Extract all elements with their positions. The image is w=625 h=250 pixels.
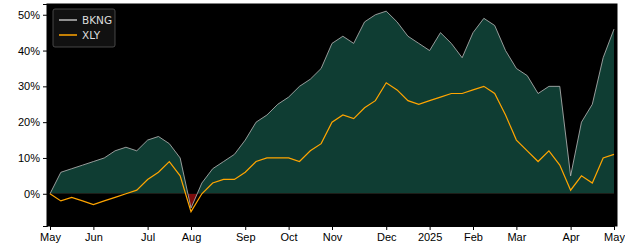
x-tick-mark xyxy=(473,226,474,230)
x-tick-mark xyxy=(50,226,51,230)
y-tick-label: 20% xyxy=(18,116,40,128)
y-tick-mark xyxy=(43,194,47,195)
x-tick: Apr xyxy=(563,226,580,243)
x-tick-label: Oct xyxy=(281,231,298,243)
x-tick: Oct xyxy=(281,226,298,243)
y-tick-mark xyxy=(43,51,47,52)
x-tick: Dec xyxy=(377,226,397,243)
y-tick-label: 50% xyxy=(18,9,40,21)
line xyxy=(50,83,614,212)
y-tick: 0% xyxy=(24,188,47,200)
y-tick: 20% xyxy=(18,116,47,128)
area-negative xyxy=(50,194,614,208)
y-tick-mark xyxy=(43,122,47,123)
chart: 0% 10% 20% 30% 40% 50% May Jun Jul Aug Sep Oct Nov De… xyxy=(0,0,625,250)
x-tick-mark xyxy=(332,226,333,230)
x-tick-mark xyxy=(93,226,94,230)
x-tick-mark xyxy=(430,226,431,230)
x-tick: Jul xyxy=(141,226,155,243)
x-tick-label: Jul xyxy=(141,231,155,243)
y-tick-label: 0% xyxy=(24,188,40,200)
legend: BKNG XLY xyxy=(53,9,115,47)
x-tick-label: May xyxy=(40,231,61,243)
marks xyxy=(50,11,614,212)
line xyxy=(50,11,614,208)
x-tick-label: Apr xyxy=(563,231,580,243)
y-tick-mark xyxy=(43,15,47,16)
x-tick-label: Nov xyxy=(323,231,343,243)
x-tick-label: 2025 xyxy=(418,231,442,243)
y-tick: 10% xyxy=(18,152,47,164)
x-axis-line xyxy=(51,227,615,231)
y-tick-mark xyxy=(43,158,47,159)
x-tick-mark xyxy=(148,226,149,230)
legend-swatch xyxy=(59,34,77,36)
x-tick-mark xyxy=(571,226,572,230)
x-tick: Mar xyxy=(507,226,526,243)
x-tick-label: Dec xyxy=(377,231,397,243)
x-tick-label: Mar xyxy=(507,231,526,243)
legend-box xyxy=(53,9,115,47)
y-tick-label: 40% xyxy=(18,45,40,57)
legend-swatch xyxy=(59,19,77,21)
plot-background xyxy=(47,4,617,226)
y-tick-mark xyxy=(43,86,47,87)
frame xyxy=(47,4,617,226)
x-tick-label: Sep xyxy=(236,231,256,243)
x-tick-mark xyxy=(245,226,246,230)
y-axis: 0% 10% 20% 30% 40% 50% xyxy=(18,5,48,227)
x-tick-label: Feb xyxy=(464,231,483,243)
x-tick-label: Jun xyxy=(85,231,103,243)
x-tick-mark xyxy=(289,226,290,230)
legend-label: BKNG xyxy=(82,14,112,26)
x-tick: May xyxy=(604,226,625,243)
x-tick-mark xyxy=(386,226,387,230)
y-axis-line xyxy=(43,5,48,227)
x-tick: May xyxy=(40,226,61,243)
x-tick: Feb xyxy=(464,226,483,243)
x-tick-label: Aug xyxy=(182,231,202,243)
x-tick: Aug xyxy=(182,226,202,243)
y-tick-label: 30% xyxy=(18,80,40,92)
legend-label: XLY xyxy=(82,29,101,41)
plot: 0% 10% 20% 30% 40% 50% May Jun Jul Aug Sep Oct Nov De… xyxy=(18,4,625,243)
y-tick: 50% xyxy=(18,9,47,21)
x-tick-mark xyxy=(191,226,192,230)
x-tick: 2025 xyxy=(418,226,442,243)
area-positive xyxy=(50,11,614,194)
y-tick: 30% xyxy=(18,80,47,92)
x-tick: Nov xyxy=(323,226,343,243)
x-tick-mark xyxy=(516,226,517,230)
y-tick: 40% xyxy=(18,45,47,57)
x-tick-label: May xyxy=(604,231,625,243)
x-tick: Sep xyxy=(236,226,256,243)
x-axis: May Jun Jul Aug Sep Oct Nov Dec 2025 Feb Mar Apr May xyxy=(40,226,625,243)
x-tick: Jun xyxy=(85,226,103,243)
x-tick-mark xyxy=(614,226,615,230)
y-tick-label: 10% xyxy=(18,152,40,164)
